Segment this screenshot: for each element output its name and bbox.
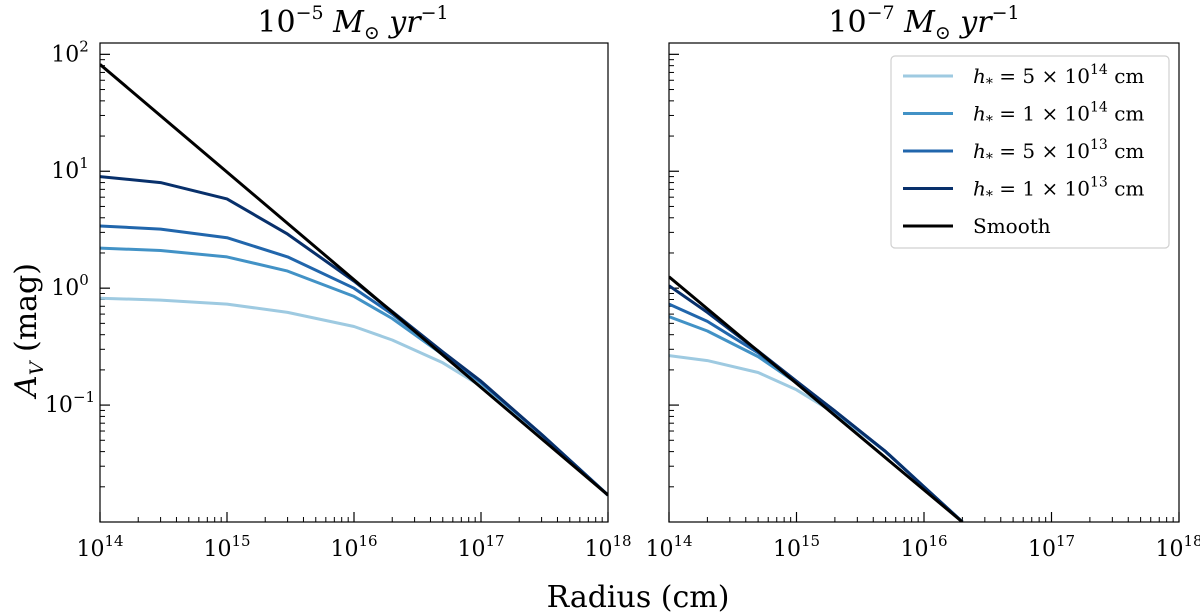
legend-label: h* = 1 × 1014 cm [973, 100, 1144, 130]
y-ticks: 10−1 100 101 102 [45, 37, 110, 488]
x-tick-label: 1014 [645, 532, 692, 562]
legend-label: h* = 5 × 1014 cm [973, 62, 1144, 92]
legend: h* = 5 × 1014 cm h* = 1 × 1014 cm h* = 5 ×… [890, 55, 1170, 249]
x-tick-label: 1018 [584, 532, 631, 562]
plot-frame [668, 42, 1180, 523]
y-tick-label: 10−1 [45, 388, 95, 418]
series-group [669, 275, 964, 522]
y-tick-label: 102 [51, 37, 89, 67]
legend-label: Smooth [973, 214, 1051, 238]
series-line-2 [669, 302, 964, 522]
right-panel-title: 10−7 M⊙ yr−1 [828, 2, 1019, 44]
series-line-0 [669, 354, 964, 522]
x-tick-label: 1017 [1028, 532, 1075, 562]
series-line-1 [100, 246, 608, 497]
x-tick-label: 1015 [773, 532, 820, 562]
x-tick-label: 1015 [203, 532, 250, 562]
series-line-4 [669, 275, 964, 522]
y-tick-label: 100 [51, 271, 89, 301]
series-line-1 [669, 315, 964, 522]
x-ticks: 1014 1015 1016 1017 1018 [76, 512, 632, 562]
left-panel-title: 10−5 M⊙ yr−1 [257, 2, 448, 44]
legend-label: h* = 1 × 1013 cm [973, 175, 1144, 205]
left-plot-area: 1014 1015 1016 1017 1018 10−1 100 101 102 [45, 37, 632, 562]
y-tick-label: 101 [51, 154, 89, 184]
x-axis-label: Radius (cm) [547, 580, 730, 614]
legend-label: h* = 5 × 1013 cm [973, 137, 1144, 167]
x-ticks: 1014 1015 1016 1017 1018 [645, 512, 1200, 562]
legend-frame [890, 55, 1170, 249]
series-line-4 [100, 63, 608, 497]
series-group [100, 63, 608, 497]
series-line-3 [669, 284, 964, 522]
y-ticks [669, 53, 679, 488]
series-line-2 [100, 224, 608, 497]
x-tick-label: 1014 [76, 532, 123, 562]
x-tick-label: 1016 [330, 532, 377, 562]
x-tick-label: 1016 [900, 532, 947, 562]
plot-frame [99, 42, 609, 523]
x-tick-label: 1017 [457, 532, 504, 562]
left-panel: 10−5 M⊙ yr−1 1014 1015 1016 1017 1018 10−1 100… [45, 2, 632, 562]
right-panel: 10−7 M⊙ yr−1 1014 1015 1016 1017 1018 [645, 2, 1200, 562]
y-axis-label: AV (mag) [9, 263, 48, 400]
series-line-0 [100, 296, 608, 497]
right-plot-area: 1014 1015 1016 1017 1018 [645, 42, 1200, 562]
series-line-3 [100, 175, 608, 497]
x-tick-label: 1018 [1155, 532, 1200, 562]
